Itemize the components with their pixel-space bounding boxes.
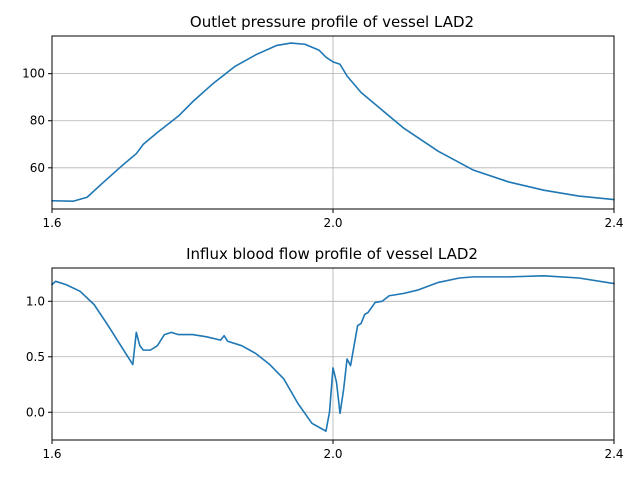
flow-x-tick-label: 1.6 — [42, 447, 61, 461]
flow-gridlines — [52, 268, 614, 440]
flow-x-tick-label: 2.4 — [604, 447, 623, 461]
flow-chart-title: Influx blood flow profile of vessel LAD2 — [186, 245, 478, 263]
pressure-x-tick-label: 1.6 — [42, 216, 61, 230]
flow-y-tick-label: 0.0 — [26, 405, 45, 419]
pressure-x-tick-label: 2.0 — [323, 216, 342, 230]
pressure-subplot: Outlet pressure profile of vessel LAD2 1… — [22, 13, 623, 230]
pressure-chart-title: Outlet pressure profile of vessel LAD2 — [190, 13, 474, 31]
pressure-ticks: 1.6 2.0 2.4 60 80 100 — [22, 67, 623, 230]
flow-y-tick-label: 0.5 — [26, 350, 45, 364]
flow-x-tick-label: 2.0 — [323, 447, 342, 461]
pressure-y-tick-label: 60 — [30, 161, 45, 175]
flow-y-tick-label: 1.0 — [26, 294, 45, 308]
pressure-y-tick-label: 100 — [22, 67, 45, 81]
pressure-y-tick-label: 80 — [30, 114, 45, 128]
flow-ticks: 1.6 2.0 2.4 0.0 0.5 1.0 — [26, 294, 624, 461]
pressure-gridlines — [52, 36, 614, 209]
pressure-series-line — [51, 42, 615, 203]
flow-series-line — [51, 274, 615, 432]
pressure-x-tick-label: 2.4 — [604, 216, 623, 230]
flow-subplot: Influx blood flow profile of vessel LAD2… — [26, 245, 624, 461]
